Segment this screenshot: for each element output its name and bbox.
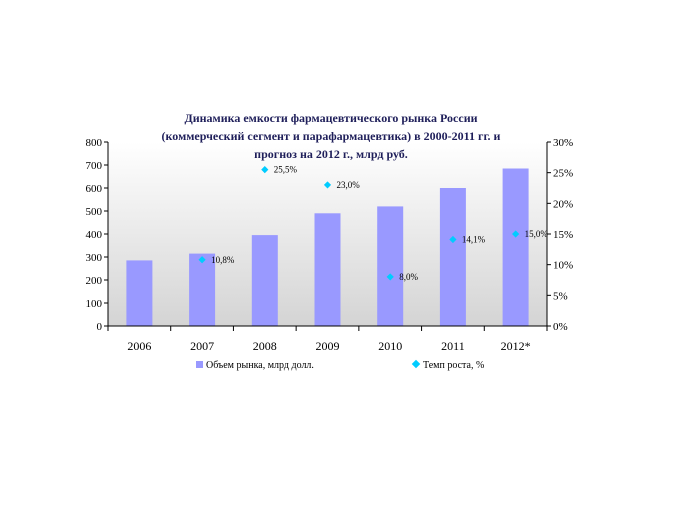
- x-tick-label: 2006: [127, 339, 151, 353]
- axes: 0 100 200 300 400 500 600 700 800 0% 5% 10% 15% 20% 25…: [86, 137, 574, 353]
- growth-data-label: 8,0%: [399, 272, 418, 282]
- growth-marker-2011: [449, 235, 457, 244]
- growth-data-label: 14,1%: [462, 235, 486, 245]
- bar-2006: [126, 260, 153, 326]
- growth-marker-2008: [261, 166, 269, 174]
- x-tick-label: 2007: [190, 339, 214, 353]
- y-left-tick-label: 0: [97, 321, 103, 333]
- y-right-tick-label: 5%: [553, 290, 568, 302]
- bar-2008: [251, 235, 278, 326]
- y-left-tick-label: 300: [86, 252, 103, 264]
- x-tick-label: 2009: [316, 339, 340, 353]
- y-left-tick-label: 100: [86, 298, 103, 310]
- x-tick-label: 2012*: [501, 339, 531, 353]
- chart-title-line-3: прогноз на 2012 г., млрд руб.: [254, 147, 408, 161]
- growth-marker-2009: [323, 181, 332, 189]
- legend-label-growth-rate: Темп роста, %: [423, 360, 484, 371]
- y-left-tick-label: 600: [86, 183, 103, 195]
- x-tick-label: 2008: [253, 339, 277, 353]
- chart-title-line-2: (коммерческий сегмент и парафармацевтика…: [162, 129, 501, 143]
- y-right-tick-label: 10%: [553, 260, 573, 272]
- y-left-tick-label: 200: [86, 275, 103, 287]
- growth-marker-2010: [386, 273, 394, 281]
- growth-marker-2012: [512, 230, 520, 238]
- y-right-tick-label: 30%: [553, 137, 573, 149]
- growth-marker-2007: [198, 256, 206, 264]
- bar-2011: [439, 188, 466, 326]
- chart-title-line-1: Динамика емкости фармацевтического рынка…: [184, 111, 477, 125]
- y-right-tick-label: 0%: [553, 321, 568, 333]
- growth-data-label: 10,8%: [211, 255, 235, 265]
- y-left-tick-label: 700: [86, 160, 103, 172]
- legend-label-market-volume: Объем рынка, млрд долл.: [206, 360, 314, 371]
- growth-data-label: 25,5%: [274, 165, 298, 175]
- bars: [126, 168, 529, 326]
- chart-title: Динамика емкости фармацевтического рынка…: [162, 111, 501, 161]
- legend: Объем рынка, млрд долл. Темп роста, %: [196, 359, 484, 371]
- y-right-tick-label: 20%: [553, 198, 573, 210]
- y-left-tick-label: 800: [86, 137, 103, 149]
- x-tick-label: 2010: [378, 339, 402, 353]
- y-left-tick-label: 400: [86, 229, 103, 241]
- legend-swatch-market-volume: [196, 361, 203, 368]
- bar-2012: [502, 168, 529, 326]
- x-tick-label: 2011: [441, 339, 465, 353]
- growth-data-label: 15,0%: [525, 229, 549, 239]
- growth-markers: 10,8% 25,5% 23,0% 8,0% 14,1% 15,0%: [198, 165, 548, 282]
- bar-2010: [377, 206, 404, 326]
- y-right-tick-label: 25%: [553, 168, 573, 180]
- y-left-tick-label: 500: [86, 206, 103, 218]
- bar-2009: [314, 213, 341, 326]
- legend-swatch-growth-rate: [411, 359, 421, 369]
- bar-2007: [189, 253, 216, 326]
- growth-data-label: 23,0%: [337, 180, 361, 190]
- y-right-tick-label: 15%: [553, 229, 573, 241]
